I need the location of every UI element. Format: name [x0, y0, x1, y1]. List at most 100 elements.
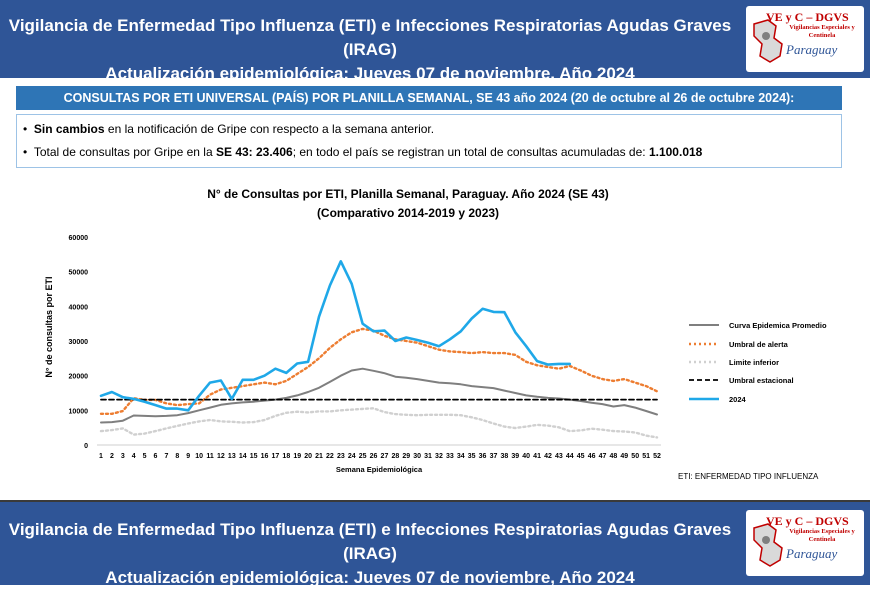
footer-title: Vigilancia de Enfermedad Tipo Influenza …	[0, 518, 740, 590]
note-item-2: • Total de consultas por Gripe en la SE …	[23, 145, 702, 159]
bullet-icon: •	[23, 145, 34, 159]
legend-label: 2024	[729, 395, 747, 404]
x-tick-label: 22	[326, 453, 334, 460]
y-axis: 0 10000 20000 30000 40000 50000 60000	[69, 235, 89, 450]
x-tick-label: 33	[446, 453, 454, 460]
map-logo-icon	[753, 523, 783, 567]
x-tick-label: 10	[195, 453, 203, 460]
x-tick-label: 7	[164, 453, 168, 460]
y-tick-label: 10000	[69, 408, 89, 415]
notes-box: • Sin cambios en la notificación de Grip…	[16, 114, 842, 168]
chart-ylabel: N° de consultas por ETI	[44, 276, 54, 377]
chart-title: N° de Consultas por ETI, Planilla Semana…	[207, 187, 609, 201]
x-tick-label: 25	[359, 453, 367, 460]
x-tick-label: 46	[588, 453, 596, 460]
x-tick-label: 24	[348, 453, 356, 460]
x-tick-label: 36	[479, 453, 487, 460]
x-tick-label: 47	[599, 453, 607, 460]
eti-line-chart: N° de Consultas por ETI, Planilla Semana…	[44, 187, 827, 474]
x-tick-label: 34	[457, 453, 465, 460]
footer-logo-country: Paraguay	[786, 546, 838, 561]
x-tick-label: 12	[217, 453, 225, 460]
x-tick-label: 23	[337, 453, 345, 460]
x-tick-label: 39	[511, 453, 519, 460]
x-tick-label: 16	[261, 453, 269, 460]
note-2-accumulated-total: 1.100.018	[648, 145, 703, 159]
x-tick-label: 6	[154, 453, 158, 460]
y-tick-label: 40000	[69, 304, 89, 311]
y-tick-label: 50000	[69, 270, 89, 277]
x-tick-label: 27	[381, 453, 389, 460]
x-tick-label: 45	[577, 453, 585, 460]
x-tick-label: 42	[544, 453, 552, 460]
x-tick-label: 3	[121, 453, 125, 460]
legend-label: Umbral de alerta	[729, 340, 789, 349]
x-tick-label: 28	[391, 453, 399, 460]
x-tick-label: 8	[175, 453, 179, 460]
x-tick-label: 18	[282, 453, 290, 460]
y-tick-label: 0	[84, 443, 88, 450]
footer-line-1: Vigilancia de Enfermedad Tipo Influenza …	[8, 520, 732, 563]
x-tick-label: 41	[533, 453, 541, 460]
note-2-text-b: ; en todo el país se registran un total …	[292, 145, 649, 159]
legend-label: Umbral estacional	[729, 376, 794, 385]
footer-banner: Vigilancia de Enfermedad Tipo Influenza …	[0, 500, 870, 587]
note-item-1: • Sin cambios en la notificación de Grip…	[23, 122, 434, 136]
note-2-week-total: SE 43: 23.406	[215, 145, 293, 159]
x-tick-label: 5	[143, 453, 147, 460]
x-tick-label: 15	[250, 453, 258, 460]
x-tick-label: 37	[490, 453, 498, 460]
series-line-curva-epidemica-promedio	[100, 367, 658, 424]
logo-country: Paraguay	[786, 42, 838, 57]
logo-subtitle: Vigilancias Especiales y Centinela	[780, 24, 864, 40]
x-tick-label: 38	[500, 453, 508, 460]
series-line-limite-inferior	[99, 407, 659, 439]
logo-subtitle-2: Centinela	[808, 32, 836, 39]
x-tick-label: 32	[435, 453, 443, 460]
x-tick-label: 48	[609, 453, 617, 460]
x-tick-label: 13	[228, 453, 236, 460]
x-tick-label: 21	[315, 453, 323, 460]
footer-logo-title: VE y C – DGVS	[766, 514, 849, 528]
x-tick-label: 52	[653, 453, 661, 460]
x-tick-label: 30	[413, 453, 421, 460]
x-tick-label: 19	[293, 453, 301, 460]
footer-vigilance-logo: VE y C – DGVS Vigilancias Especiales y C…	[746, 510, 864, 576]
x-axis: 1 2 3 4 5 6 7 8 9 10 11 12 13 14 15 16 17 18 19 20 21 22 23 24 2…	[97, 444, 661, 460]
x-tick-label: 43	[555, 453, 563, 460]
x-tick-label: 31	[424, 453, 432, 460]
bullet-icon: •	[23, 122, 34, 136]
x-tick-label: 50	[631, 453, 639, 460]
x-tick-label: 1	[99, 453, 103, 460]
x-tick-label: 44	[566, 453, 574, 460]
y-tick-label: 30000	[69, 339, 89, 346]
x-tick-label: 14	[239, 453, 247, 460]
chart-xlabel: Semana Epidemiológica	[336, 465, 423, 474]
x-tick-label: 35	[468, 453, 476, 460]
header-banner: Vigilancia de Enfermedad Tipo Influenza …	[0, 0, 870, 83]
x-tick-label: 26	[370, 453, 378, 460]
x-tick-label: 4	[132, 453, 136, 460]
x-tick-label: 51	[642, 453, 650, 460]
footer-logo-subtitle-1: Vigilancias Especiales y	[789, 528, 855, 535]
header-line-1: Vigilancia de Enfermedad Tipo Influenza …	[8, 16, 732, 59]
y-tick-label: 20000	[69, 374, 89, 381]
footnote: ETI: ENFERMEDAD TIPO INFLUENZA	[678, 472, 819, 481]
note-1-bold: Sin cambios	[33, 122, 105, 136]
footer-logo-subtitle: Vigilancias Especiales y Centinela	[780, 528, 864, 544]
vigilance-logo: VE y C – DGVS Vigilancias Especiales y C…	[746, 6, 864, 72]
chart-legend: Curva Epidemica Promedio Umbral de alerta…	[689, 321, 827, 404]
x-tick-label: 40	[522, 453, 530, 460]
logo-title: VE y C – DGVS	[766, 10, 849, 24]
x-tick-label: 9	[186, 453, 190, 460]
chart-subtitle: (Comparativo 2014-2019 y 2023)	[317, 206, 499, 220]
series-line-2024	[99, 259, 572, 412]
y-tick-label: 60000	[69, 235, 89, 242]
x-tick-label: 29	[402, 453, 410, 460]
legend-label: Curva Epidemica Promedio	[729, 321, 827, 330]
logo-subtitle-1: Vigilancias Especiales y	[789, 24, 855, 31]
footer-line-2: Actualización epidemiológica: Jueves 07 …	[105, 568, 635, 587]
x-tick-label: 49	[620, 453, 628, 460]
series-lines	[99, 259, 659, 439]
x-tick-label: 11	[206, 453, 214, 460]
